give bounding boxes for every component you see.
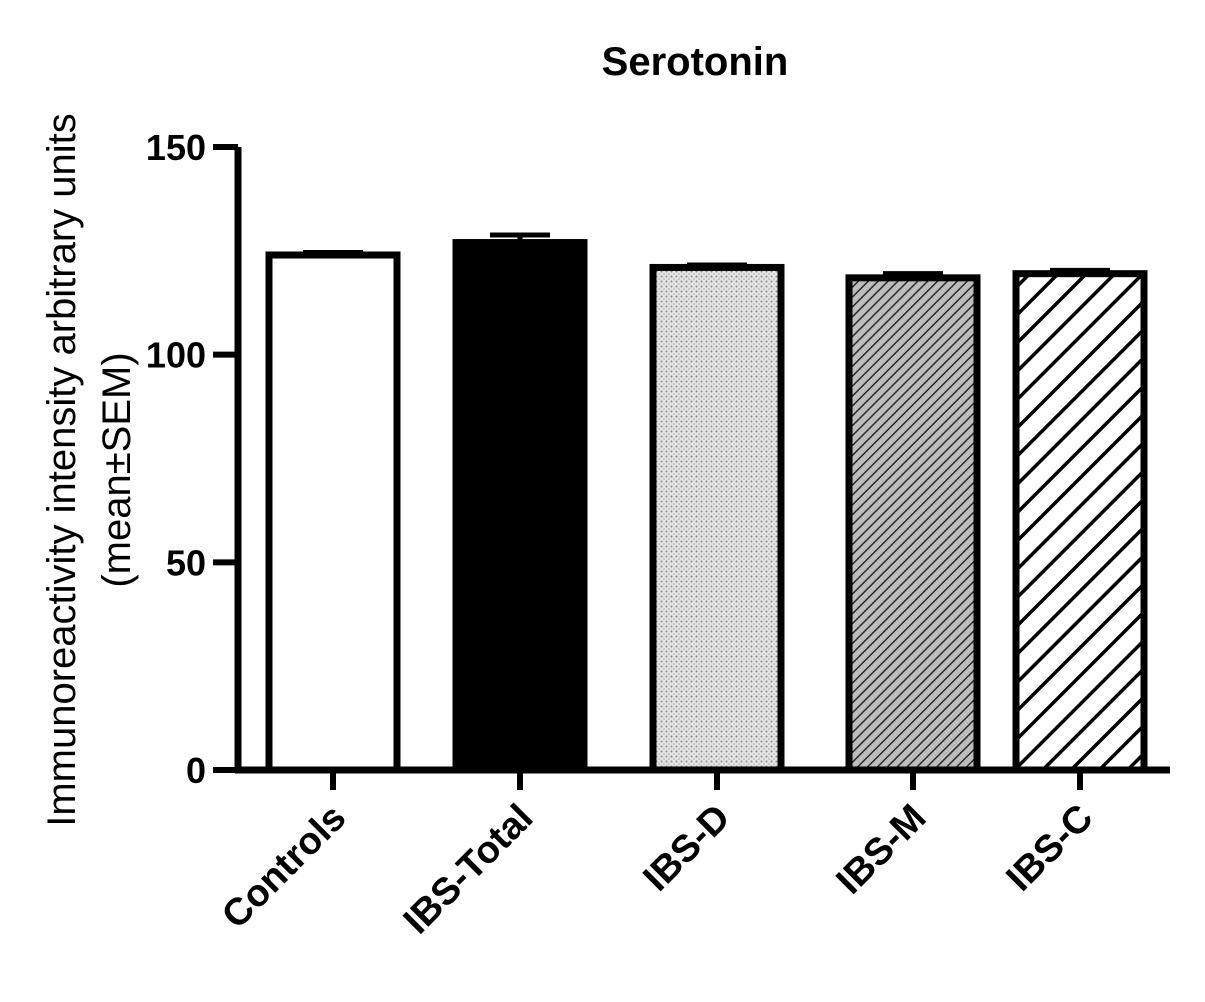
y-tick-label-50: 50 [166, 542, 206, 583]
bar-ibs-c [1012, 270, 1148, 774]
bar-controls [265, 251, 401, 774]
x-tick-label-ibs-d: IBS-D [636, 797, 739, 900]
y-axis-label-line1: Immunoreactivity intensity arbitrary uni… [40, 113, 84, 827]
x-tick-label-controls: Controls [214, 797, 354, 937]
x-tick-label-ibs-m: IBS-M [829, 797, 935, 903]
y-axis-label-line2: (mean±SEM) [95, 352, 139, 587]
bar-ibs-m [845, 274, 981, 774]
x-tick-label-ibs-total: IBS-Total [396, 797, 542, 943]
bar-ibs-total [452, 239, 588, 774]
chart-title: Serotonin [602, 40, 789, 84]
y-tick-label-100: 100 [146, 335, 206, 376]
x-tick-label-ibs-c: IBS-C [999, 797, 1102, 900]
bars-layer [265, 232, 1148, 774]
y-tick-label-150: 150 [146, 127, 206, 168]
bar-ibs-d [649, 263, 785, 774]
y-tick-label-0: 0 [186, 750, 206, 791]
